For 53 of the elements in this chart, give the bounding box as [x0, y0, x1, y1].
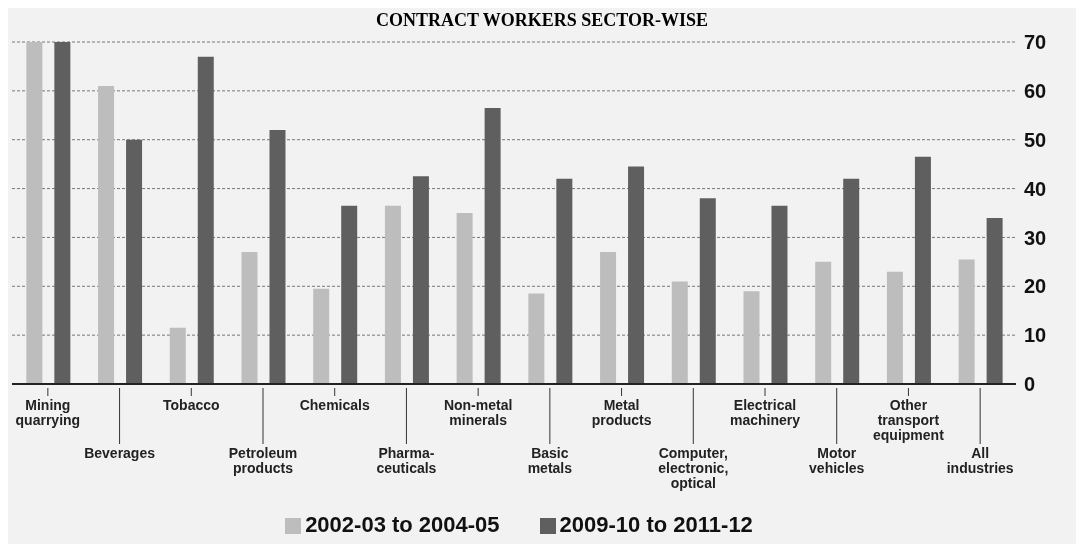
bar	[26, 42, 43, 384]
bar	[815, 261, 832, 384]
x-tick-label: Computer, electronic, optical	[658, 445, 729, 491]
bar	[484, 107, 501, 384]
bar	[412, 176, 429, 384]
bar	[98, 85, 115, 384]
bar	[126, 139, 143, 384]
x-tick-label: Mining quarrying	[15, 397, 81, 428]
y-tick-label: 10	[1024, 324, 1047, 347]
bar	[671, 281, 688, 384]
bar	[384, 205, 401, 384]
x-tick-label: Chemicals	[299, 397, 370, 413]
bar	[54, 42, 71, 384]
x-tick-label: Motor vehicles	[809, 445, 865, 476]
chart-title: CONTRACT WORKERS SECTOR-WISE	[374, 9, 710, 32]
y-tick-label: 30	[1024, 226, 1047, 249]
bar	[341, 205, 358, 384]
bar	[197, 56, 214, 384]
y-tick-label: 0	[1024, 373, 1036, 396]
x-tick-label: Non-metal minerals	[443, 397, 513, 428]
y-tick-label: 70	[1024, 31, 1047, 54]
bar	[313, 288, 330, 384]
bar	[986, 217, 1003, 384]
legend-label: 2009-10 to 2011-12	[559, 512, 753, 537]
bar	[556, 178, 573, 384]
bar	[914, 156, 931, 384]
bar	[628, 166, 645, 384]
bar	[169, 327, 186, 384]
bar	[269, 129, 286, 384]
bar	[241, 252, 258, 384]
bar	[843, 178, 860, 384]
bar	[528, 293, 545, 384]
bar	[886, 271, 903, 384]
legend-label: 2002-03 to 2004-05	[305, 512, 500, 537]
bar	[600, 252, 617, 384]
x-tick-label: Other transport equipment	[873, 397, 945, 443]
y-tick-label: 50	[1024, 128, 1047, 151]
y-tick-label: 60	[1024, 79, 1047, 102]
bar	[771, 205, 788, 384]
x-tick-label: Beverages	[84, 445, 156, 461]
x-tick-label: Tobacco	[163, 397, 220, 413]
x-tick-label: All industries	[946, 445, 1014, 476]
bar	[958, 259, 975, 384]
y-tick-label: 40	[1024, 177, 1047, 200]
x-tick-label: Petroleum products	[228, 445, 298, 476]
x-tick-label: Metal products	[591, 397, 652, 428]
bar	[699, 198, 716, 384]
x-tick-label: Basic metals	[527, 445, 573, 476]
bar	[456, 213, 473, 384]
x-tick-label: Electrical machinery	[729, 397, 801, 428]
y-tick-label: 20	[1024, 275, 1047, 298]
x-tick-label: Pharma- ceuticals	[376, 445, 437, 476]
bar	[743, 291, 760, 384]
